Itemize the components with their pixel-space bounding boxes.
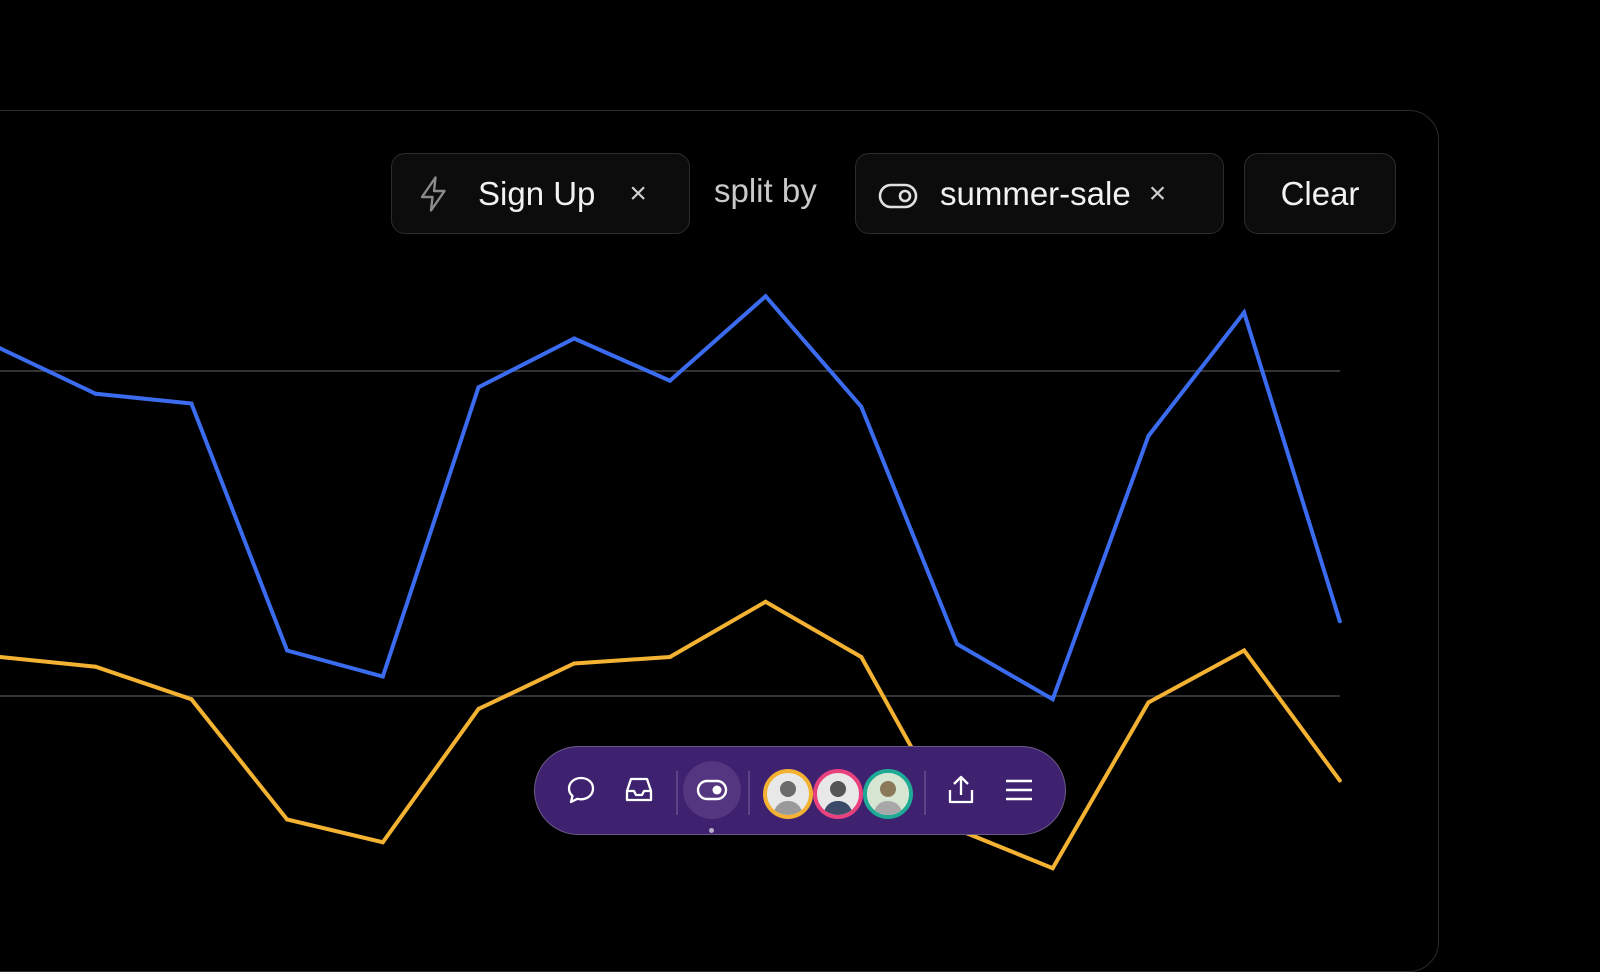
avatar[interactable] [763, 769, 813, 819]
split-label: summer-sale [940, 174, 1131, 212]
data-point [763, 294, 768, 299]
data-point [285, 817, 290, 822]
share-button[interactable] [931, 747, 991, 833]
clear-button[interactable]: Clear [1244, 153, 1396, 234]
data-point [1146, 700, 1151, 705]
data-point [763, 599, 768, 604]
data-point [1242, 648, 1247, 653]
comment-icon [567, 776, 595, 804]
divider [924, 771, 926, 815]
data-point [1050, 697, 1055, 702]
data-point [859, 404, 864, 409]
data-point [93, 664, 98, 669]
series-line-0 [0, 293, 1342, 703]
lightning-icon [416, 174, 452, 214]
data-point [380, 674, 385, 679]
avatar[interactable] [863, 769, 913, 819]
toggle-icon [878, 180, 918, 208]
person-icon [823, 781, 853, 815]
menu-button[interactable] [989, 747, 1049, 833]
share-icon [948, 775, 974, 804]
data-point [1146, 434, 1151, 438]
person-icon [867, 773, 909, 815]
data-point [189, 697, 194, 702]
event-label: Sign Up [478, 174, 596, 212]
active-indicator [709, 828, 714, 833]
toggle-icon [696, 779, 728, 801]
inbox-icon [625, 777, 653, 802]
data-point [667, 378, 672, 383]
data-point [1050, 866, 1055, 871]
data-point [667, 655, 672, 659]
data-point [572, 336, 577, 341]
data-point [1337, 619, 1342, 624]
line-chart [0, 293, 1342, 871]
avatar[interactable] [813, 769, 863, 819]
collaboration-toolbar [534, 746, 1066, 835]
data-point [1242, 310, 1247, 315]
divider [676, 771, 678, 815]
data-point [1337, 778, 1342, 783]
data-point [859, 655, 864, 659]
person-icon [773, 781, 803, 815]
data-point [476, 707, 481, 711]
remove-event-button[interactable]: × [629, 176, 647, 210]
data-point [476, 385, 481, 390]
data-point [380, 840, 385, 845]
clear-label: Clear [1280, 174, 1360, 212]
divider [748, 771, 750, 815]
comment-button[interactable] [551, 747, 611, 833]
split-by-label: split by [714, 172, 817, 209]
data-point [572, 661, 577, 666]
data-point [189, 401, 194, 406]
data-point [285, 648, 290, 653]
event-filter-chip[interactable]: Sign Up × [391, 153, 690, 234]
feature-flag-button[interactable] [683, 761, 741, 819]
remove-split-button[interactable]: × [1148, 176, 1167, 210]
menu-icon [1006, 779, 1032, 801]
inbox-button[interactable] [609, 747, 669, 833]
split-filter-chip[interactable]: summer-sale × [855, 153, 1224, 234]
data-point [955, 642, 959, 646]
data-point [0, 655, 2, 659]
data-point [0, 346, 2, 351]
data-point [93, 391, 98, 396]
